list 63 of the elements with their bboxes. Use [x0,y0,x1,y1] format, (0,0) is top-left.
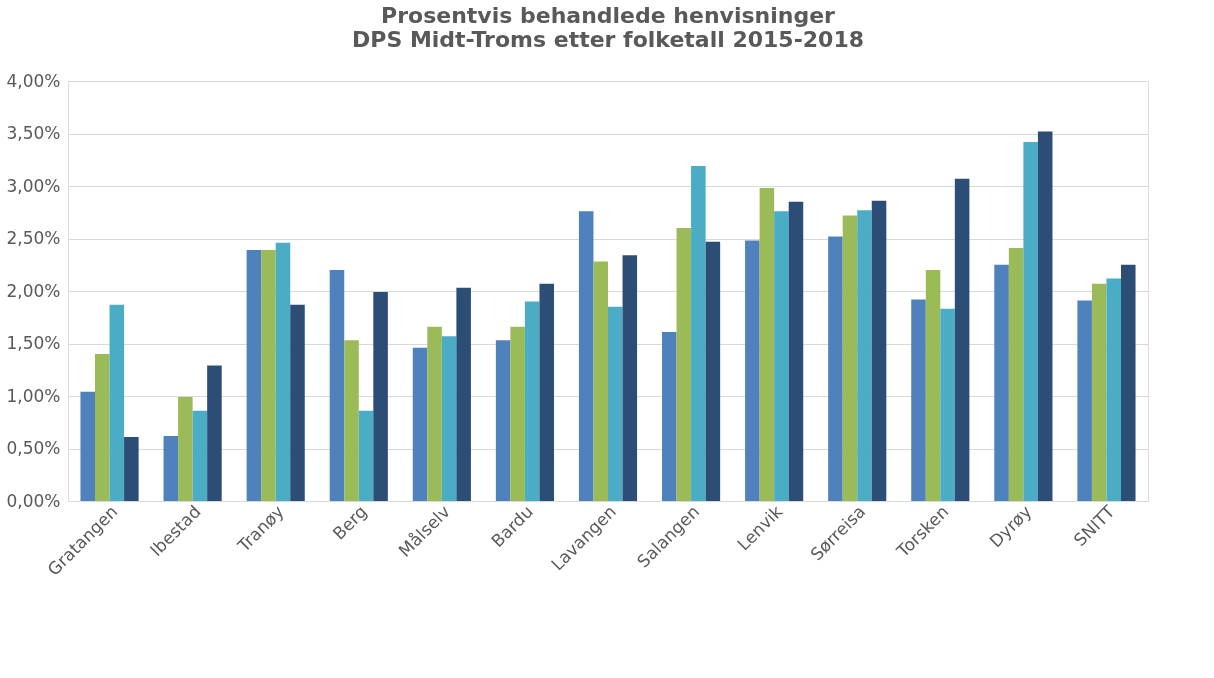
bar [178,397,193,501]
bar [441,336,457,501]
bar [1037,131,1053,501]
bar [940,308,955,501]
bar [622,255,638,501]
bar [192,410,208,501]
bar [828,236,843,501]
y-tick-label: 2,50% [6,228,61,248]
bar [358,410,374,501]
bar [246,250,262,501]
bar [95,354,110,501]
bar [109,304,125,501]
bar [857,210,872,501]
bar [676,228,692,501]
bar [662,331,677,501]
y-tick-label: 0,00% [6,490,61,511]
bar [745,240,760,501]
bar [1121,264,1136,501]
bar [495,340,511,501]
bar [427,326,442,501]
bar [759,188,775,501]
bar [954,178,970,501]
bar [593,261,608,501]
bar [578,211,594,501]
text: Prosentvis behandlede henvisninger [381,3,835,28]
y-tick-label: 2,00% [6,280,61,301]
bar [207,365,222,501]
bar [290,304,305,501]
bar [911,299,926,501]
bar [344,340,359,501]
y-tick-label: 3,50% [6,123,61,143]
bar [1091,283,1107,501]
bar [524,301,540,501]
bar [1077,300,1092,501]
bar [608,306,623,501]
bar [261,250,276,501]
y-tick-label: 1,00% [6,385,61,406]
bar [1023,141,1038,501]
bar [80,391,95,501]
bar [705,241,721,501]
y-tick-label: 1,50% [6,333,61,353]
bar [373,292,388,501]
bar [774,211,789,501]
y-tick-label: 3,00% [6,175,61,196]
bar [539,283,554,501]
bar [691,166,706,501]
bar [1008,247,1024,501]
y-tick-label: 4,00% [6,70,61,91]
text: DPS Midt-Troms etter folketall 2015-2018 [352,27,864,52]
bar [871,200,887,501]
bar [994,264,1009,501]
y-tick-label: 0,50% [6,438,61,458]
bar [275,242,291,501]
bar [842,215,858,501]
bar [925,270,941,501]
bar [456,287,471,501]
bar [163,435,179,501]
bar [788,201,804,501]
bar [329,270,345,501]
bar [1106,278,1121,501]
bar [510,326,525,501]
bar [124,436,139,501]
bar [412,347,428,501]
